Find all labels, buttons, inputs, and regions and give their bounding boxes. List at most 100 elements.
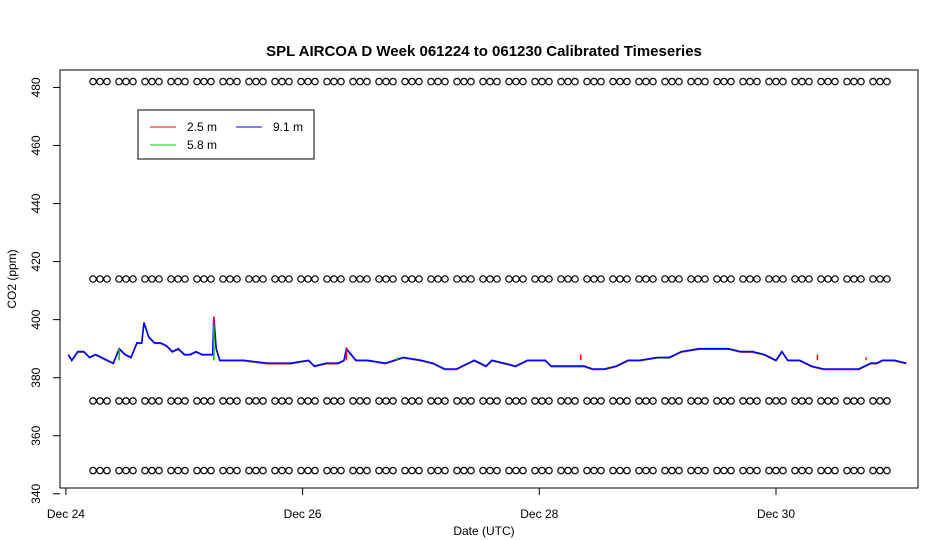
reference-marker-0-19 [252, 77, 260, 86]
reference-marker-2-40 [434, 397, 442, 405]
reference-marker-2-75 [739, 397, 747, 405]
reference-marker-2-88 [850, 397, 858, 405]
reference-marker-1-79 [772, 275, 780, 283]
reference-marker-1-83 [805, 275, 813, 283]
reference-marker-0-65 [649, 77, 657, 86]
reference-marker-0-30 [349, 77, 357, 86]
reference-marker-1-63 [635, 275, 643, 283]
reference-marker-2-42 [453, 397, 461, 405]
reference-marker-1-58 [590, 275, 598, 283]
reference-marker-0-18 [245, 77, 253, 86]
reference-marker-0-43 [460, 77, 468, 86]
reference-marker-1-27 [323, 275, 331, 283]
reference-marker-3-30 [349, 466, 357, 475]
reference-marker-2-87 [843, 397, 851, 405]
reference-marker-3-5 [129, 466, 137, 475]
reference-marker-2-3 [115, 397, 123, 405]
reference-marker-1-34 [382, 275, 390, 283]
reference-marker-3-64 [642, 466, 650, 475]
reference-marker-0-73 [720, 77, 728, 86]
reference-marker-3-28 [330, 466, 338, 475]
reference-marker-3-36 [401, 466, 409, 475]
series-line-2-5m [67, 317, 907, 371]
reference-marker-3-51 [531, 466, 539, 475]
reference-marker-1-59 [597, 275, 605, 283]
reference-marker-0-90 [869, 77, 877, 86]
reference-marker-0-63 [635, 77, 643, 86]
y-tick-label-3: 400 [29, 309, 43, 329]
reference-marker-3-12 [193, 466, 201, 475]
reference-marker-3-0 [89, 466, 97, 475]
reference-marker-3-15 [219, 466, 227, 475]
reference-marker-0-44 [467, 77, 475, 86]
reference-marker-0-79 [772, 77, 780, 86]
reference-marker-3-9 [167, 466, 175, 475]
reference-marker-0-91 [876, 77, 884, 86]
reference-marker-1-76 [746, 275, 754, 283]
reference-marker-1-38 [415, 275, 423, 283]
x-tick-label-2: Dec 28 [520, 507, 558, 521]
reference-marker-3-83 [805, 466, 813, 475]
reference-marker-0-32 [363, 77, 371, 86]
reference-marker-2-39 [427, 397, 435, 405]
reference-marker-3-45 [479, 466, 487, 475]
reference-marker-1-50 [519, 275, 527, 283]
reference-marker-3-58 [590, 466, 598, 475]
reference-marker-2-47 [493, 397, 501, 405]
reference-marker-2-11 [181, 397, 189, 405]
reference-marker-0-11 [181, 77, 189, 86]
reference-marker-0-49 [512, 77, 520, 86]
reference-marker-0-3 [115, 77, 123, 86]
reference-marker-0-74 [727, 77, 735, 86]
reference-marker-2-51 [531, 397, 539, 405]
reference-marker-1-25 [304, 275, 312, 283]
reference-marker-0-47 [493, 77, 501, 86]
reference-marker-0-45 [479, 77, 487, 86]
reference-marker-3-74 [727, 466, 735, 475]
reference-marker-3-71 [701, 466, 709, 475]
reference-marker-1-64 [642, 275, 650, 283]
reference-marker-0-75 [739, 77, 747, 86]
reference-marker-2-20 [259, 397, 267, 405]
reference-marker-1-48 [505, 275, 513, 283]
reference-marker-2-85 [824, 397, 832, 405]
reference-marker-0-28 [330, 77, 338, 86]
reference-marker-3-62 [623, 466, 631, 475]
reference-marker-1-26 [311, 275, 319, 283]
reference-marker-2-16 [226, 397, 234, 405]
reference-marker-1-16 [226, 275, 234, 283]
reference-marker-2-81 [791, 397, 799, 405]
reference-marker-3-27 [323, 466, 331, 475]
reference-marker-3-49 [512, 466, 520, 475]
reference-marker-0-14 [207, 77, 215, 86]
reference-marker-2-18 [245, 397, 253, 405]
reference-marker-0-20 [259, 77, 267, 86]
reference-marker-2-92 [883, 397, 891, 405]
legend-label-2-5m: 2.5 m [187, 120, 217, 134]
reference-marker-2-14 [207, 397, 215, 405]
reference-marker-0-23 [285, 77, 293, 86]
reference-marker-0-42 [453, 77, 461, 86]
reference-marker-1-17 [233, 275, 241, 283]
reference-marker-3-88 [850, 466, 858, 475]
reference-marker-0-15 [219, 77, 227, 86]
reference-marker-3-11 [181, 466, 189, 475]
reference-marker-0-60 [609, 77, 617, 86]
legend: 2.5 m 5.8 m 9.1 m [137, 109, 315, 160]
x-axis-label: Date (UTC) [453, 524, 514, 538]
reference-marker-0-92 [883, 77, 891, 86]
reference-marker-3-29 [337, 466, 345, 475]
reference-marker-1-52 [538, 275, 546, 283]
reference-marker-3-82 [798, 466, 806, 475]
reference-marker-2-78 [765, 397, 773, 405]
reference-marker-3-60 [609, 466, 617, 475]
reference-marker-3-35 [389, 466, 397, 475]
reference-marker-1-67 [668, 275, 676, 283]
reference-marker-0-4 [122, 77, 130, 86]
reference-marker-1-28 [330, 275, 338, 283]
reference-marker-1-12 [193, 275, 201, 283]
reference-marker-3-41 [441, 466, 449, 475]
reference-marker-0-27 [323, 77, 331, 86]
reference-marker-3-73 [720, 466, 728, 475]
reference-marker-3-56 [571, 466, 579, 475]
